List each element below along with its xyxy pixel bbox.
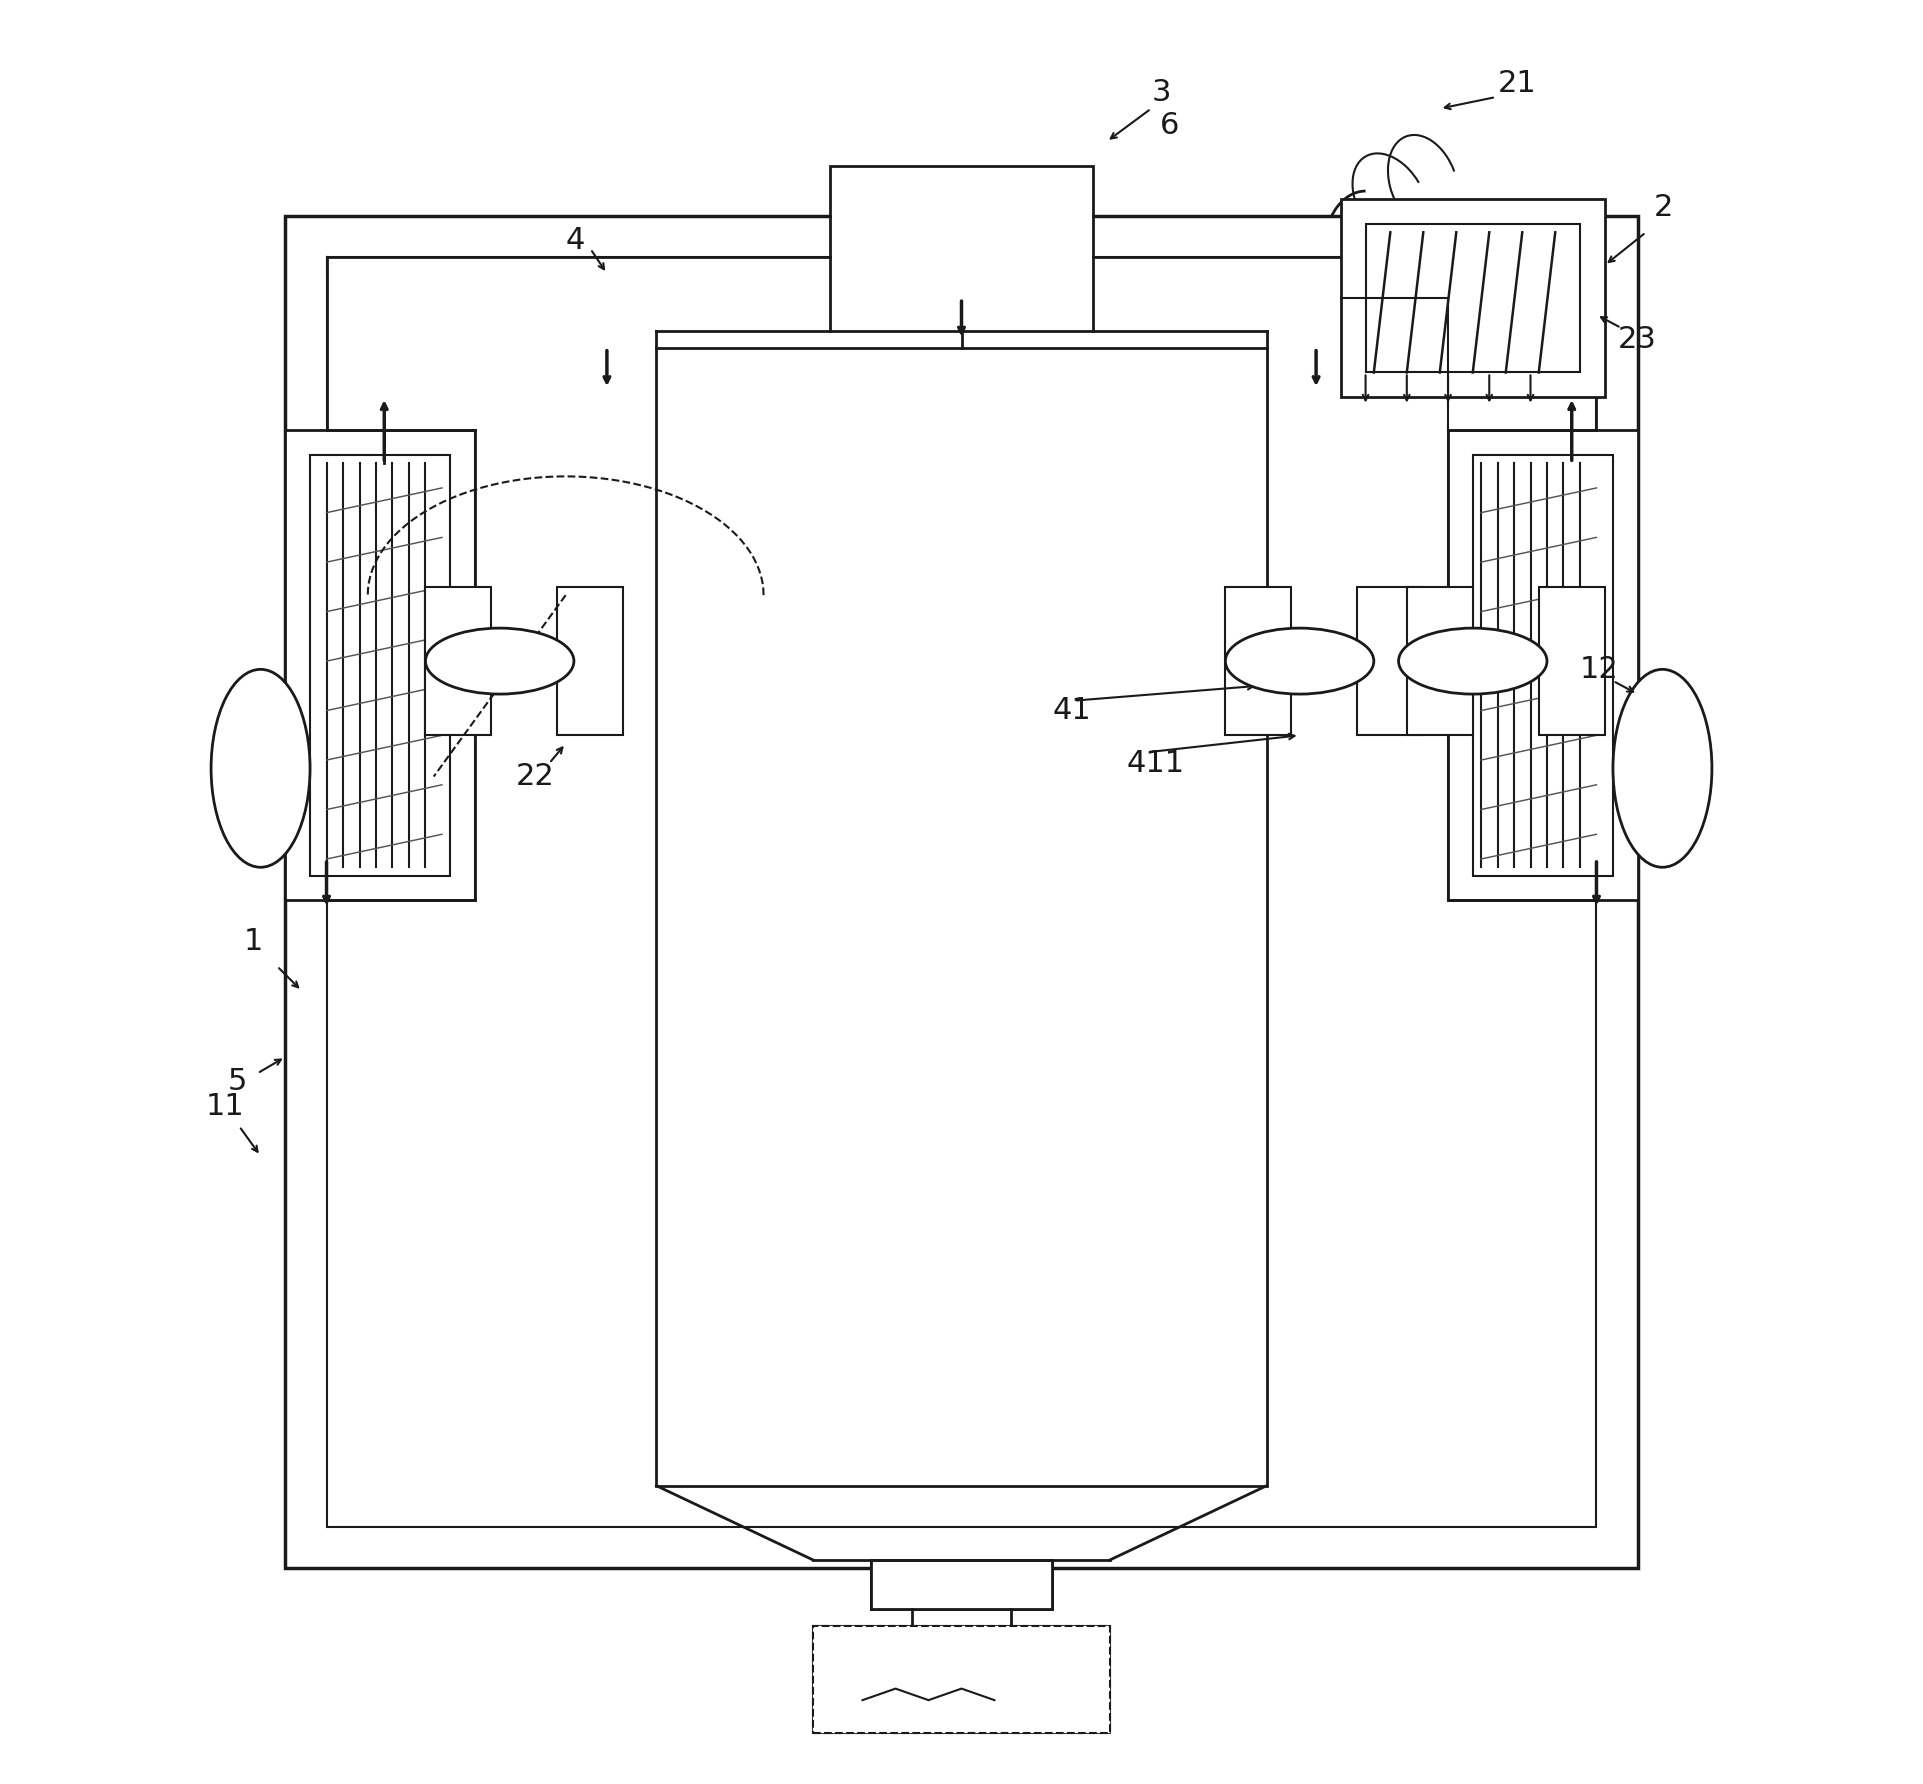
Text: 411: 411	[1127, 749, 1185, 778]
Bar	[1340, 200, 1604, 398]
Text: 2: 2	[1654, 193, 1673, 221]
Bar	[1225, 587, 1292, 735]
Text: 1: 1	[244, 928, 263, 956]
Bar	[558, 587, 623, 735]
Bar	[285, 430, 475, 901]
Bar	[871, 1559, 1052, 1609]
Bar	[813, 1625, 1110, 1732]
Ellipse shape	[425, 628, 573, 694]
Bar	[1448, 430, 1638, 901]
Bar	[1408, 587, 1473, 735]
Bar	[829, 166, 1094, 332]
Ellipse shape	[1613, 669, 1711, 867]
Text: 41: 41	[1052, 696, 1090, 724]
Bar	[425, 587, 492, 735]
Ellipse shape	[1398, 628, 1546, 694]
Text: 22: 22	[515, 762, 556, 790]
Bar	[1358, 587, 1423, 735]
Bar	[1538, 587, 1604, 735]
Ellipse shape	[1225, 628, 1373, 694]
Bar	[1365, 225, 1581, 373]
Text: 4: 4	[565, 227, 585, 255]
Bar	[813, 1625, 1110, 1732]
Bar	[871, 1559, 1052, 1609]
Text: 11: 11	[206, 1092, 244, 1120]
Text: 6: 6	[1160, 111, 1179, 139]
Text: 23: 23	[1617, 325, 1658, 353]
Text: 21: 21	[1498, 70, 1536, 98]
Bar	[1473, 455, 1613, 876]
Ellipse shape	[212, 669, 310, 867]
Text: 12: 12	[1581, 655, 1619, 683]
Bar	[327, 257, 1596, 1527]
Text: 3: 3	[1152, 77, 1171, 107]
Bar	[285, 216, 1638, 1568]
Bar	[656, 348, 1267, 1486]
Text: 5: 5	[227, 1067, 246, 1095]
Bar	[310, 455, 450, 876]
